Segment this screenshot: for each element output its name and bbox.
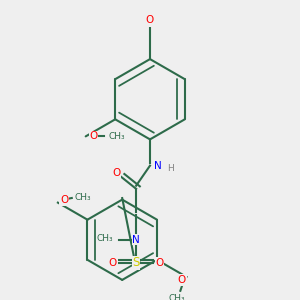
Text: O: O (112, 168, 120, 178)
Text: H: H (167, 164, 174, 172)
Text: CH₃: CH₃ (169, 294, 186, 300)
Text: O: O (109, 258, 117, 268)
Text: O: O (60, 195, 68, 205)
Text: N: N (132, 235, 140, 245)
Text: CH₃: CH₃ (75, 194, 92, 202)
Text: CH₃: CH₃ (142, 0, 158, 2)
Text: S: S (132, 256, 140, 269)
Text: O: O (89, 131, 98, 141)
Text: O: O (146, 15, 154, 25)
Text: N: N (154, 160, 162, 171)
Text: O: O (178, 275, 186, 285)
Text: O: O (155, 258, 164, 268)
Text: CH₃: CH₃ (96, 234, 113, 243)
Text: CH₃: CH₃ (109, 132, 125, 141)
